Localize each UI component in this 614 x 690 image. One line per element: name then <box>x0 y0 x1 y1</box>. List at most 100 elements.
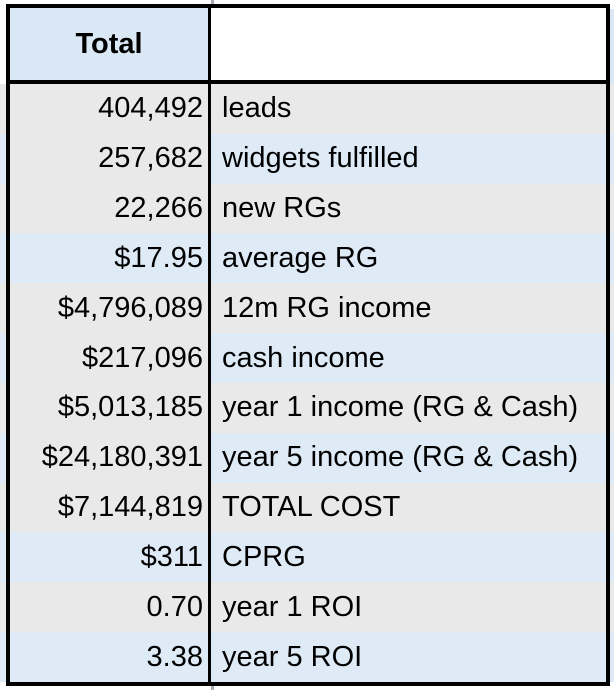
total-value-cell[interactable]: $5,013,185 <box>10 382 211 433</box>
sliver-segment <box>0 333 6 383</box>
metric-label-cell[interactable]: widgets fulfilled <box>211 133 606 184</box>
sliver-segment <box>610 382 614 433</box>
adjacent-right-column-sliver <box>610 0 614 690</box>
sliver-segment <box>610 681 614 690</box>
total-value-cell[interactable]: $311 <box>10 532 211 583</box>
metric-label-text: average RG <box>222 241 379 274</box>
sliver-segment <box>0 532 6 583</box>
table-row: $217,096 cash income <box>10 333 606 383</box>
metric-label-text: year 1 income (RG & Cash) <box>222 391 579 424</box>
metric-label-cell[interactable]: 12m RG income <box>211 283 606 334</box>
metric-label-text: widgets fulfilled <box>222 142 419 175</box>
sliver-segment <box>610 133 614 184</box>
total-header-cell[interactable]: Total <box>10 8 211 80</box>
metric-label-cell[interactable]: leads <box>211 84 606 134</box>
sliver-segment <box>610 183 614 234</box>
table-row: 257,682 widgets fulfilled <box>10 133 606 184</box>
table-body: 404,492 leads 257,682 widgets fulfilled … <box>10 84 606 682</box>
table-row: 22,266 new RGs <box>10 183 606 234</box>
metric-label-cell[interactable]: TOTAL COST <box>211 482 606 533</box>
sliver-segment <box>0 183 6 234</box>
metric-label-cell[interactable]: year 5 income (RG & Cash) <box>211 432 606 483</box>
metric-label-text: TOTAL COST <box>222 491 401 524</box>
metric-label-text: year 5 ROI <box>222 640 363 673</box>
sliver-segment <box>0 283 6 334</box>
sliver-segment <box>610 482 614 533</box>
total-value-text: $17.95 <box>114 241 203 274</box>
table-row: $7,144,819 TOTAL COST <box>10 482 606 533</box>
table-row: $5,013,185 year 1 income (RG & Cash) <box>10 382 606 433</box>
total-value-cell[interactable]: $217,096 <box>10 333 211 383</box>
metric-label-cell[interactable]: year 5 ROI <box>211 632 606 682</box>
metric-label-cell[interactable]: year 1 ROI <box>211 582 606 633</box>
metric-label-text: year 5 income (RG & Cash) <box>222 441 579 474</box>
sliver-segment <box>0 632 6 682</box>
total-value-cell[interactable]: 404,492 <box>10 84 211 134</box>
sliver-segment <box>0 432 6 483</box>
metric-label-text: leads <box>222 92 292 125</box>
total-value-text: 257,682 <box>98 142 203 175</box>
total-value-text: $217,096 <box>82 341 203 374</box>
sliver-segment <box>610 9 614 84</box>
table-row: $24,180,391 year 5 income (RG & Cash) <box>10 432 606 483</box>
metric-label-text: year 1 ROI <box>222 590 363 623</box>
gridline-stub <box>211 686 214 690</box>
total-value-cell[interactable]: $4,796,089 <box>10 283 211 334</box>
table-row: $311 CPRG <box>10 532 606 583</box>
total-value-cell[interactable]: 3.38 <box>10 632 211 682</box>
sliver-segment <box>0 482 6 533</box>
metric-label-text: new RGs <box>222 192 342 225</box>
metric-label-text: cash income <box>222 341 385 374</box>
total-value-cell[interactable]: 0.70 <box>10 582 211 633</box>
sliver-segment <box>0 233 6 284</box>
sliver-segment <box>0 0 6 84</box>
empty-header-cell[interactable] <box>211 8 606 80</box>
table-row: 3.38 year 5 ROI <box>10 632 606 682</box>
metric-label-cell[interactable]: cash income <box>211 333 606 383</box>
adjacent-left-column-sliver <box>0 0 6 690</box>
sliver-segment <box>0 84 6 134</box>
total-value-cell[interactable]: $17.95 <box>10 233 211 284</box>
table-row: $17.95 average RG <box>10 233 606 284</box>
metric-label-cell[interactable]: new RGs <box>211 183 606 234</box>
sliver-segment <box>0 681 6 690</box>
total-value-cell[interactable]: $7,144,819 <box>10 482 211 533</box>
summary-table: Total 404,492 leads 257,682 widgets fulf… <box>6 4 610 686</box>
total-header-label: Total <box>75 27 143 60</box>
sliver-segment <box>610 432 614 483</box>
total-value-cell[interactable]: $24,180,391 <box>10 432 211 483</box>
sliver-segment <box>610 532 614 583</box>
table-row: 404,492 leads <box>10 84 606 134</box>
total-value-text: $5,013,185 <box>57 391 203 424</box>
table-row: 0.70 year 1 ROI <box>10 582 606 633</box>
sliver-segment <box>610 233 614 284</box>
total-value-text: 404,492 <box>98 92 203 125</box>
header-row: Total <box>10 8 606 84</box>
metric-label-cell[interactable]: CPRG <box>211 532 606 583</box>
sliver-segment <box>610 0 614 9</box>
total-value-text: $4,796,089 <box>57 291 203 324</box>
total-value-text: $7,144,819 <box>57 491 203 524</box>
sliver-segment <box>610 333 614 383</box>
total-value-cell[interactable]: 257,682 <box>10 133 211 184</box>
gridline-stub <box>211 0 214 4</box>
total-value-cell[interactable]: 22,266 <box>10 183 211 234</box>
metric-label-text: 12m RG income <box>222 291 432 324</box>
metric-label-text: CPRG <box>222 540 306 573</box>
total-value-text: 22,266 <box>114 192 203 225</box>
total-value-text: $311 <box>140 540 203 573</box>
sliver-segment <box>610 632 614 682</box>
sliver-segment <box>0 582 6 633</box>
metric-label-cell[interactable]: average RG <box>211 233 606 284</box>
sliver-segment <box>610 283 614 334</box>
table-row: $4,796,089 12m RG income <box>10 283 606 334</box>
total-value-text: 3.38 <box>146 640 203 673</box>
sliver-segment <box>0 382 6 433</box>
total-value-text: 0.70 <box>146 590 203 623</box>
sliver-segment <box>610 84 614 134</box>
sliver-segment <box>0 133 6 184</box>
metric-label-cell[interactable]: year 1 income (RG & Cash) <box>211 382 606 433</box>
sliver-segment <box>610 582 614 633</box>
total-value-text: $24,180,391 <box>41 441 203 474</box>
